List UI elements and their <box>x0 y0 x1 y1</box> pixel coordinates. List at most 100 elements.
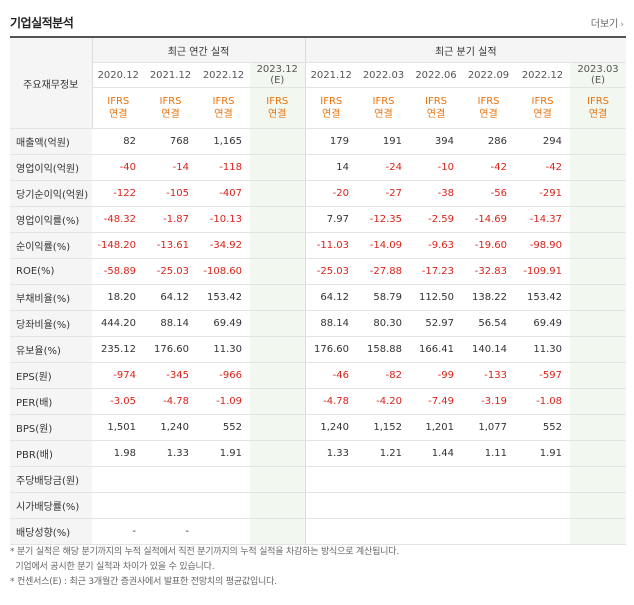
table-cell <box>410 466 462 493</box>
table-cell <box>92 492 144 519</box>
table-cell <box>462 492 515 519</box>
period-header: 2022.12 <box>515 62 570 88</box>
row-label: 시가배당률(%) <box>10 492 92 519</box>
table-cell: -4.20 <box>357 388 410 415</box>
table-cell: -2.59 <box>410 206 462 233</box>
period-header: 2022.03 <box>357 62 410 88</box>
table-cell: 166.41 <box>410 336 462 363</box>
row-label: 영업이익률(%) <box>10 206 92 233</box>
table-cell: 153.42 <box>197 284 250 311</box>
table-cell: 11.30 <box>197 336 250 363</box>
table-cell <box>250 414 305 441</box>
table-cell: -42 <box>515 154 570 181</box>
more-link[interactable]: 더보기 › <box>591 15 624 30</box>
table-row: 시가배당률(%) <box>10 492 626 519</box>
table-cell <box>250 492 305 519</box>
period-header: 2021.12 <box>144 62 197 88</box>
table-cell: -12.35 <box>357 206 410 233</box>
table-cell <box>197 466 250 493</box>
table-cell: 1,201 <box>410 414 462 441</box>
table-cell: 286 <box>462 128 515 155</box>
table-cell: -27.88 <box>357 258 410 285</box>
table-cell <box>570 180 626 207</box>
row-label: 당좌비율(%) <box>10 310 92 337</box>
more-label: 더보기 <box>590 19 619 30</box>
table-cell <box>304 492 357 519</box>
row-label: EPS(원) <box>10 362 92 389</box>
table-cell: -14.69 <box>462 206 515 233</box>
table-cell <box>570 128 626 155</box>
table-row: PER(배) -3.05 -4.78 -1.09 -4.78 -4.20 -7.49 -3.1… <box>10 388 626 415</box>
table-cell <box>570 466 626 493</box>
table-cell <box>570 310 626 337</box>
table-cell <box>250 466 305 493</box>
table-cell: -46 <box>304 362 357 389</box>
table-cell <box>250 440 305 467</box>
table-cell: 88.14 <box>144 310 197 337</box>
table-cell: 176.60 <box>304 336 357 363</box>
table-cell: 88.14 <box>304 310 357 337</box>
table-row: PBR(배) 1.98 1.33 1.91 1.33 1.21 1.44 1.11 1.91 <box>10 440 626 467</box>
table-cell <box>250 388 305 415</box>
table-cell <box>515 518 570 545</box>
row-label: 순이익률(%) <box>10 232 92 259</box>
table-cell: 179 <box>304 128 357 155</box>
table-cell <box>570 258 626 285</box>
table-cell: -3.05 <box>92 388 144 415</box>
table-row: 매출액(억원) 82 768 1,165 179 191 394 286 294 <box>10 128 626 155</box>
table-cell <box>304 518 357 545</box>
table-cell: 14 <box>304 154 357 181</box>
row-label: BPS(원) <box>10 414 92 441</box>
basis-label: IFRS 연결 <box>92 87 144 129</box>
table-cell: 1,077 <box>462 414 515 441</box>
chevron-right-icon: › <box>620 20 624 30</box>
row-label: 배당성향(%) <box>10 518 92 545</box>
table-cell: -148.20 <box>92 232 144 259</box>
row-label: 유보율(%) <box>10 336 92 363</box>
table-row: 영업이익률(%) -48.32 -1.87 -10.13 7.97 -12.35 -2.59… <box>10 206 626 233</box>
table-cell <box>570 232 626 259</box>
table-cell: 1.33 <box>144 440 197 467</box>
row-label: 매출액(억원) <box>10 128 92 155</box>
row-label: ROE(%) <box>10 258 92 285</box>
table-cell: 1.21 <box>357 440 410 467</box>
footnote: 기업에서 공시한 분기 실적과 차이가 있을 수 있습니다. <box>10 562 215 572</box>
table-cell: 69.49 <box>515 310 570 337</box>
table-cell <box>250 310 305 337</box>
table-cell: 153.42 <box>515 284 570 311</box>
table-cell <box>197 518 250 545</box>
row-header-label: 주요재무정보 <box>10 36 93 129</box>
basis-label: IFRS 연결 <box>515 87 570 129</box>
table-cell: -1.08 <box>515 388 570 415</box>
period-header: 2023.12 (E) <box>250 62 305 88</box>
table-cell: -17.23 <box>410 258 462 285</box>
table-cell: 1,165 <box>197 128 250 155</box>
table-cell: -10.13 <box>197 206 250 233</box>
table-cell: 294 <box>515 128 570 155</box>
table-cell: 1.98 <box>92 440 144 467</box>
table-cell <box>570 362 626 389</box>
row-label: PBR(배) <box>10 440 92 467</box>
table-cell: - <box>144 518 197 545</box>
table-cell: -4.78 <box>144 388 197 415</box>
table-cell: -82 <box>357 362 410 389</box>
table-cell: 552 <box>197 414 250 441</box>
table-cell <box>250 336 305 363</box>
table-cell: -7.49 <box>410 388 462 415</box>
table-cell <box>570 154 626 181</box>
section-title: 기업실적분석 <box>10 16 74 30</box>
table-cell: -14.37 <box>515 206 570 233</box>
table-cell: -25.03 <box>304 258 357 285</box>
table-cell: 158.88 <box>357 336 410 363</box>
table-cell: -108.60 <box>197 258 250 285</box>
table-cell: -9.63 <box>410 232 462 259</box>
table-cell: -24 <box>357 154 410 181</box>
table-cell <box>570 414 626 441</box>
table-cell: -345 <box>144 362 197 389</box>
basis-label: IFRS 연결 <box>250 87 305 129</box>
table-cell: 394 <box>410 128 462 155</box>
row-label: 주당배당금(원) <box>10 466 92 493</box>
table-cell: 18.20 <box>92 284 144 311</box>
table-cell: 552 <box>515 414 570 441</box>
table-cell <box>515 492 570 519</box>
